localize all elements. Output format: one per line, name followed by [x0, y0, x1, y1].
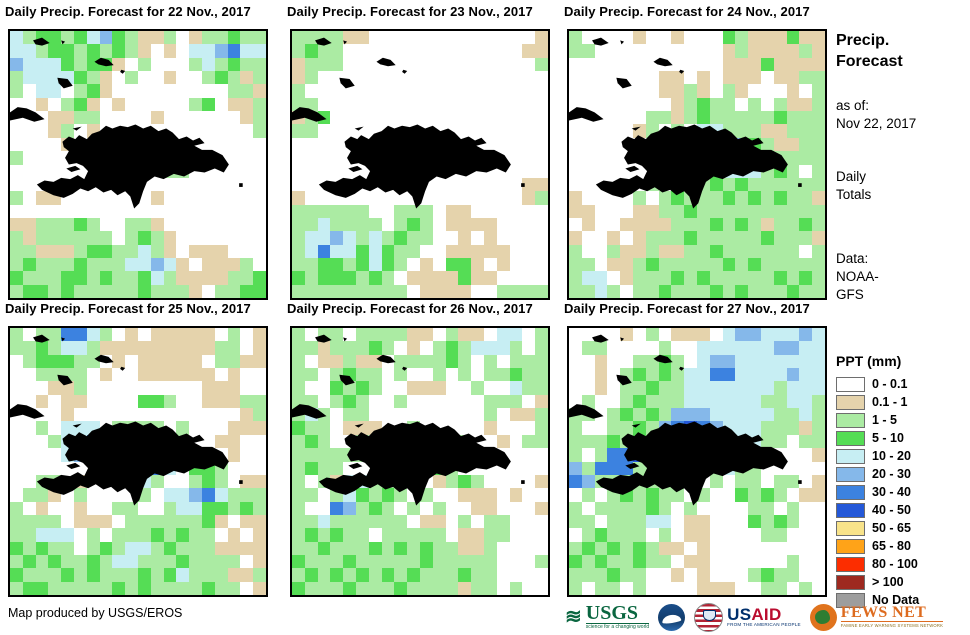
precip-map: [290, 29, 550, 300]
usgs-waves-icon: ≋: [565, 606, 582, 628]
legend-item: 0 - 0.1: [836, 375, 968, 393]
legend-item: 50 - 65: [836, 519, 968, 537]
totals-line1: Daily: [836, 169, 867, 184]
fewsnet-globe-icon: [809, 603, 837, 631]
noaa-seal-icon: [658, 603, 686, 631]
precip-map: [8, 29, 268, 300]
usgs-logo: ≋ USGS science for a changing world: [565, 602, 650, 630]
legend-swatch: [836, 448, 865, 464]
legend-item: 20 - 30: [836, 465, 968, 483]
footer-logos: ≋ USGS science for a changing world USAI…: [565, 602, 944, 632]
legend-label: 5 - 10: [872, 431, 904, 445]
legend-item: 30 - 40: [836, 483, 968, 501]
legend-label: 10 - 20: [872, 449, 911, 463]
legend-item: 40 - 50: [836, 501, 968, 519]
usgs-logo-text: USGS: [585, 602, 639, 624]
precip-grid: [292, 328, 548, 595]
usaid-seal-icon: [694, 602, 724, 632]
legend-label: > 100: [872, 575, 904, 589]
legend-label: 80 - 100: [872, 557, 918, 571]
usaid-logo-text: USAID: [727, 605, 782, 624]
usaid-tagline: FROM THE AMERICAN PEOPLE: [727, 622, 801, 627]
legend-label: 40 - 50: [872, 503, 911, 517]
legend-label: 0 - 0.1: [872, 377, 908, 391]
legend-swatch: [836, 394, 865, 410]
sidebar-title: Precip. Forecast: [836, 30, 903, 72]
data-source-block: Data: NOAA- GFS: [836, 250, 879, 304]
panel-title: Daily Precip. Forecast for 27 Nov., 2017: [564, 301, 810, 316]
legend-swatch: [836, 556, 865, 572]
legend-label: 0.1 - 1: [872, 395, 908, 409]
legend-label: 65 - 80: [872, 539, 911, 553]
precip-grid: [292, 31, 548, 298]
panel-title: Daily Precip. Forecast for 22 Nov., 2017: [5, 4, 251, 19]
legend-swatch: [836, 430, 865, 446]
as-of-label: as of:: [836, 98, 870, 113]
legend-swatch: [836, 538, 865, 554]
legend-item: 1 - 5: [836, 411, 968, 429]
panel-title: Daily Precip. Forecast for 24 Nov., 2017: [564, 4, 810, 19]
legend-label: 20 - 30: [872, 467, 911, 481]
legend-item: 80 - 100: [836, 555, 968, 573]
fewsnet-logo-text: FEWS NET: [840, 605, 944, 622]
legend-item: 10 - 20: [836, 447, 968, 465]
as-of-value: Nov 22, 2017: [836, 116, 917, 131]
legend-item: 5 - 10: [836, 429, 968, 447]
legend-items: 0 - 0.1 0.1 - 1 1 - 5 5 - 10 10 - 20 20 - 30 3…: [836, 375, 968, 609]
data-source-line1: NOAA-: [836, 269, 879, 284]
legend-swatch: [836, 574, 865, 590]
legend-title: PPT (mm): [836, 353, 902, 369]
legend-swatch: [836, 412, 865, 428]
data-source-label: Data:: [836, 251, 869, 266]
legend-item: No Data: [836, 591, 968, 609]
precip-grid: [10, 31, 266, 298]
legend-label: No Data: [872, 593, 920, 607]
usgs-tagline: science for a changing world: [585, 623, 650, 630]
fewsnet-logo: FEWS NET FAMINE EARLY WARNING SYSTEMS NE…: [809, 603, 944, 631]
legend-label: 30 - 40: [872, 485, 911, 499]
precip-map: [567, 326, 827, 597]
legend-swatch: [836, 376, 865, 392]
footer-credit: Map produced by USGS/EROS: [8, 606, 183, 620]
legend-item: 0.1 - 1: [836, 393, 968, 411]
legend-swatch: [836, 484, 865, 500]
precip-grid: [10, 328, 266, 595]
legend-swatch: [836, 502, 865, 518]
panel-title: Daily Precip. Forecast for 23 Nov., 2017: [287, 4, 533, 19]
totals-block: Daily Totals: [836, 168, 871, 204]
totals-line2: Totals: [836, 187, 872, 202]
precip-map: [290, 326, 550, 597]
legend-label: 50 - 65: [872, 521, 911, 535]
as-of-block: as of: Nov 22, 2017: [836, 97, 916, 133]
noaa-logo: [658, 603, 686, 631]
sidebar-title-line2: Forecast: [836, 53, 903, 70]
fewsnet-tagline: FAMINE EARLY WARNING SYSTEMS NETWORK: [840, 623, 944, 628]
legend-swatch: [836, 520, 865, 536]
panel-title: Daily Precip. Forecast for 25 Nov., 2017: [5, 301, 251, 316]
precip-map: [567, 29, 827, 300]
legend-label: 1 - 5: [872, 413, 898, 427]
legend-item: > 100: [836, 573, 968, 591]
precip-grid: [569, 328, 825, 595]
precip-grid: [569, 31, 825, 298]
legend-swatch: [836, 592, 865, 608]
data-source-line2: GFS: [836, 287, 864, 302]
sidebar-title-line1: Precip.: [836, 32, 890, 49]
legend: PPT (mm) 0 - 0.1 0.1 - 1 1 - 5 5 - 10 10 - 2…: [836, 353, 968, 609]
panel-title: Daily Precip. Forecast for 26 Nov., 2017: [287, 301, 533, 316]
usaid-logo: USAID FROM THE AMERICAN PEOPLE: [694, 602, 801, 632]
legend-swatch: [836, 466, 865, 482]
legend-item: 65 - 80: [836, 537, 968, 555]
precip-map: [8, 326, 268, 597]
